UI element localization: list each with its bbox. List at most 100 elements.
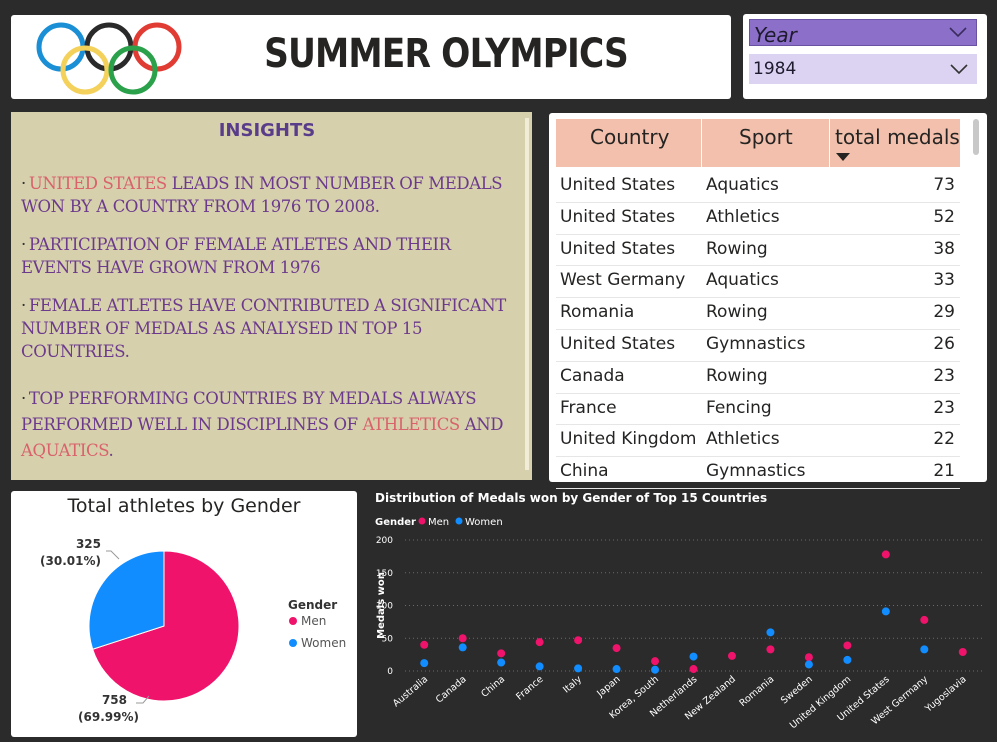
scatter-legend-marker bbox=[455, 517, 463, 525]
insight-highlight: AQUATICS bbox=[21, 441, 109, 460]
column-header-total-medals[interactable]: total medals bbox=[835, 125, 960, 149]
cell-country: China bbox=[560, 461, 609, 482]
scatter-point-men bbox=[689, 665, 698, 674]
cell-sport: Athletics bbox=[706, 429, 780, 450]
insights-title: INSIGHTS bbox=[218, 120, 316, 141]
pie-legend-marker bbox=[289, 617, 297, 625]
scatter-legend-title: Gender bbox=[375, 517, 416, 528]
table-row[interactable]: Canada Rowing 23 bbox=[556, 362, 960, 394]
table-row[interactable]: China Gymnastics 21 bbox=[556, 457, 960, 489]
scatter-point-men bbox=[727, 651, 736, 660]
sort-descending-icon[interactable] bbox=[836, 153, 850, 162]
pie-legend-item: Women bbox=[301, 636, 346, 650]
cell-total-medals: 21 bbox=[933, 461, 955, 482]
pie-label-percent: (69.99%) bbox=[78, 710, 139, 724]
table-scrollbar[interactable] bbox=[973, 119, 979, 155]
medals-table: Country Sport total medals United States… bbox=[549, 113, 987, 489]
insight-highlight: ATHLETICS bbox=[362, 415, 461, 434]
x-tick-label: Yugoslavia bbox=[922, 674, 968, 715]
table-row[interactable]: Romania Rowing 29 bbox=[556, 298, 960, 330]
column-divider bbox=[829, 119, 830, 167]
table-body: United States Aquatics 73 United States Athl… bbox=[556, 171, 960, 489]
cell-total-medals: 52 bbox=[933, 206, 955, 227]
column-header-country[interactable]: Country bbox=[590, 125, 670, 149]
cell-sport: Rowing bbox=[706, 302, 768, 323]
insight-text: AND bbox=[459, 415, 504, 434]
scatter-point-women bbox=[612, 665, 621, 674]
year-slicer: Year 1984 bbox=[743, 14, 987, 99]
year-slicer-label: Year bbox=[754, 23, 797, 47]
y-tick-label: 150 bbox=[376, 569, 393, 579]
cell-country: Canada bbox=[560, 365, 625, 386]
scatter-point-men bbox=[497, 649, 506, 658]
scatter-point-men bbox=[766, 645, 775, 654]
insight-text: LEADS IN MOST NUMBER OF MEDALS WON BY A … bbox=[21, 174, 503, 216]
pie-chart-title: Total athletes by Gender bbox=[67, 495, 301, 517]
cell-country: France bbox=[560, 397, 617, 418]
scatter-point-men bbox=[574, 636, 583, 645]
insights-scrollbar[interactable] bbox=[525, 118, 529, 470]
y-tick-label: 50 bbox=[382, 634, 394, 644]
insight-bullet: · FEMALE ATLETES HAVE CONTRIBUTED A SIGNI… bbox=[21, 296, 506, 361]
year-slicer-header[interactable]: Year bbox=[749, 19, 977, 47]
insight-bullet: · TOP PERFORMING COUNTRIES BY MEDALS ALWA… bbox=[21, 389, 504, 460]
table-header: Country Sport total medals bbox=[556, 119, 960, 167]
cell-sport: Aquatics bbox=[706, 270, 779, 291]
gender-pie-card: Total athletes by Gender 758 (69.99%) 325 (… bbox=[11, 491, 357, 737]
pie-leader-line bbox=[106, 550, 120, 560]
scatter-point-women bbox=[574, 664, 583, 673]
cell-sport: Gymnastics bbox=[706, 333, 806, 354]
cell-sport: Rowing bbox=[706, 238, 768, 259]
insight-text: TOP PERFORMING COUNTRIES BY MEDALS ALWAY… bbox=[21, 389, 477, 434]
scatter-point-men bbox=[535, 638, 544, 647]
scatter-point-men bbox=[920, 615, 929, 624]
pie-leader-line bbox=[136, 695, 150, 704]
year-dropdown[interactable]: 1984 bbox=[749, 54, 977, 84]
x-tick-label: China bbox=[479, 674, 507, 700]
scatter-point-men bbox=[458, 634, 467, 643]
table-row[interactable]: United States Rowing 38 bbox=[556, 235, 960, 267]
pie-label-value: 758 bbox=[102, 693, 127, 707]
scatter-point-men bbox=[420, 640, 429, 649]
cell-sport: Athletics bbox=[706, 206, 780, 227]
scatter-point-women bbox=[535, 662, 544, 671]
scatter-legend-item: Men bbox=[428, 517, 449, 528]
table-row[interactable]: United States Gymnastics 26 bbox=[556, 330, 960, 362]
table-row[interactable]: United States Aquatics 73 bbox=[556, 171, 960, 203]
cell-country: Romania bbox=[560, 302, 635, 323]
insight-bullet: · PARTICIPATION OF FEMALE ATLETES AND THE… bbox=[21, 235, 451, 277]
cell-country: United Kingdom bbox=[560, 429, 697, 450]
table-row[interactable]: United States Athletics 52 bbox=[556, 203, 960, 235]
x-tick-label: Romania bbox=[737, 674, 776, 709]
insight-text: PARTICIPATION OF FEMALE ATLETES AND THEI… bbox=[21, 235, 451, 277]
pie-label-percent: (30.01%) bbox=[40, 554, 101, 568]
cell-country: United States bbox=[560, 175, 676, 195]
scatter-chart-title: Distribution of Medals won by Gender of … bbox=[375, 491, 767, 505]
table-row[interactable]: West Germany Aquatics 33 bbox=[556, 266, 960, 299]
gender-pie-chart: 758 (69.99%) 325 (30.01%) Gender Men Women bbox=[40, 537, 346, 724]
cell-total-medals: 38 bbox=[933, 238, 955, 259]
chevron-down-icon[interactable] bbox=[949, 63, 969, 75]
insight-text: FEMALE ATLETES HAVE CONTRIBUTED A SIGNIF… bbox=[21, 296, 506, 361]
cell-country: West Germany bbox=[560, 270, 686, 291]
scatter-point-men bbox=[612, 644, 621, 653]
cell-total-medals: 23 bbox=[933, 365, 955, 386]
pie-label-value: 325 bbox=[76, 537, 101, 551]
pie-legend-title: Gender bbox=[288, 598, 337, 612]
pie-slice-women bbox=[88, 550, 165, 650]
cell-total-medals: 73 bbox=[933, 175, 955, 195]
table-row[interactable]: France Fencing 23 bbox=[556, 394, 960, 426]
column-header-sport[interactable]: Sport bbox=[739, 125, 793, 149]
scatter-point-women bbox=[420, 659, 429, 668]
x-tick-label: Japan bbox=[594, 674, 622, 700]
y-tick-label: 0 bbox=[387, 667, 393, 677]
scatter-point-men bbox=[843, 641, 852, 650]
pie-legend-item: Men bbox=[301, 614, 326, 628]
scatter-point-women bbox=[766, 628, 775, 637]
table-row[interactable]: United Kingdom Athletics 22 bbox=[556, 425, 960, 458]
scatter-point-women bbox=[458, 643, 467, 652]
cell-sport: Aquatics bbox=[706, 175, 779, 195]
chevron-down-icon[interactable] bbox=[948, 26, 968, 38]
cell-total-medals: 26 bbox=[933, 333, 955, 354]
x-tick-label: Canada bbox=[434, 674, 469, 706]
